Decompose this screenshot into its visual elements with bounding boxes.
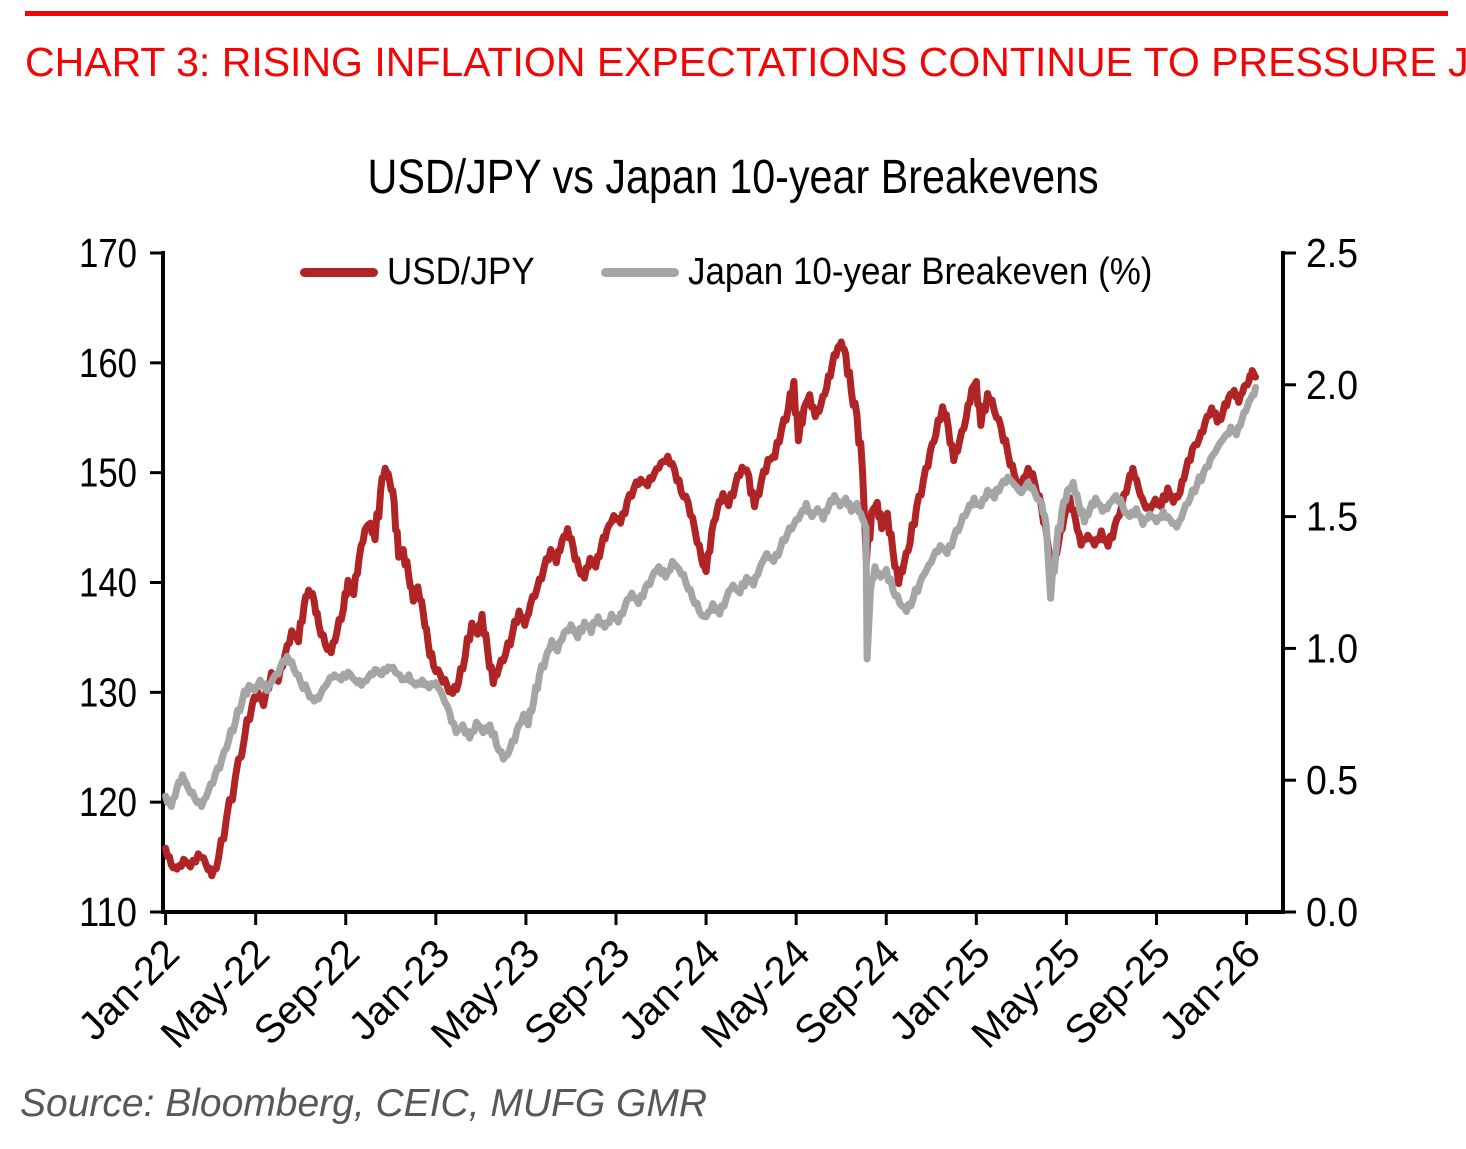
left-axis-tick-label: 150 — [79, 450, 137, 496]
breakeven-line — [162, 383, 1260, 811]
source-line: Source: Bloomberg, CEIC, MUFG GMR — [20, 1082, 707, 1125]
right-axis-tick-label: 2.0 — [1306, 362, 1358, 408]
figure-title: USD/JPY vs Japan 10-year Breakevens — [0, 152, 1466, 204]
left-axis-tick-label: 160 — [79, 340, 137, 386]
legend-label-breakeven: Japan 10-year Breakeven (%) — [688, 250, 1153, 293]
right-axis-tick-label: 1.5 — [1306, 494, 1358, 540]
right-axis-tick-label: 0.0 — [1306, 889, 1358, 935]
breakeven-line-swatch — [601, 267, 680, 277]
left-axis-tick-label: 130 — [79, 669, 137, 715]
left-axis-tick-label: 120 — [79, 779, 137, 825]
legend-label-usdjpy: USD/JPY — [387, 250, 535, 293]
legend: USD/JPY Japan 10-year Breakeven (%) — [300, 250, 1193, 294]
top-rule-divider — [25, 11, 1448, 16]
chart-heading: CHART 3: RISING INFLATION EXPECTATIONS C… — [25, 39, 1466, 85]
left-axis-tick-label: 170 — [79, 230, 137, 276]
x-axis-tick-label: Jan-26 — [1151, 931, 1269, 1049]
figure-title-text: USD/JPY vs Japan 10-year Breakevens — [367, 151, 1099, 204]
legend-item-usdjpy: USD/JPY — [300, 251, 547, 294]
right-axis-tick-label: 2.5 — [1306, 230, 1358, 276]
usdjpy-line-swatch — [300, 267, 378, 277]
legend-item-breakeven: Japan 10-year Breakeven (%) — [601, 251, 1193, 294]
left-axis-tick-label: 110 — [79, 889, 137, 935]
left-axis-tick-label: 140 — [79, 560, 137, 606]
plot-svg: 110 120 130 140 150 160 170 0.0 0.5 1.0 1.5 2.0 2.5 J… — [70, 230, 1358, 1057]
right-axis-tick-label: 0.5 — [1306, 757, 1358, 803]
usdjpy-line — [162, 338, 1260, 880]
right-axis-tick-label: 1.0 — [1306, 625, 1358, 671]
